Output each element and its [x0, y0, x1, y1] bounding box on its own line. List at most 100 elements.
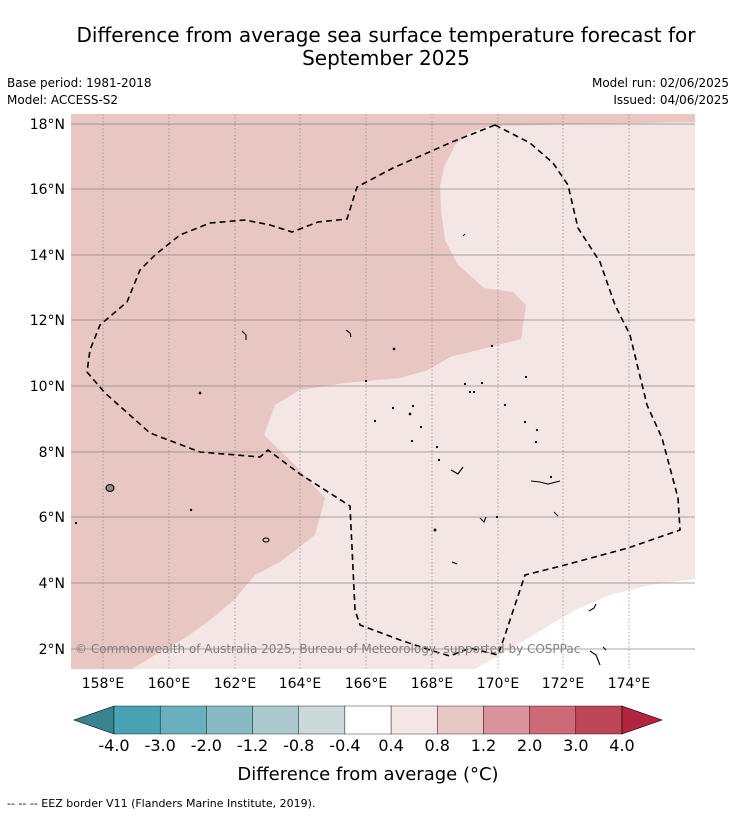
colorbar-tick-label: 1.2 [471, 736, 496, 755]
island [105, 483, 115, 493]
island [463, 382, 467, 386]
island [437, 458, 441, 462]
island [410, 439, 414, 443]
colorbar-tick-label: -1.2 [237, 736, 268, 755]
colorbar-segment [206, 705, 253, 735]
island [373, 419, 377, 423]
model-run: Model run: 02/06/2025 [591, 76, 729, 90]
island [553, 511, 559, 517]
colorbar-tick-label: -0.4 [329, 736, 360, 755]
island-coastlines [74, 233, 607, 666]
island [392, 347, 396, 351]
island [364, 379, 368, 383]
island [589, 650, 601, 666]
colorbar-tick-label: 4.0 [609, 736, 634, 755]
island [530, 480, 561, 485]
longitude-label: 172°E [542, 676, 585, 692]
title-line-1: Difference from average sea surface temp… [76, 23, 696, 47]
island [262, 537, 270, 543]
colorbar-segment [575, 705, 623, 735]
colorbar-segment [344, 705, 392, 735]
island [345, 329, 352, 338]
longitude-label: 162°E [214, 676, 257, 692]
latitude-label: 12°N [30, 313, 65, 329]
island [411, 404, 415, 408]
island [198, 391, 202, 395]
anomaly-band-1-2-to-2-0 [71, 114, 695, 669]
map-gridlines [71, 114, 695, 669]
island [419, 425, 423, 429]
longitude-label: 168°E [411, 676, 454, 692]
island [189, 508, 193, 512]
colorbar-tick-label: 0.8 [425, 736, 450, 755]
colorbar: -4.0 -3.0 -2.0 -1.2 -0.8 -0.4 0.4 0.8 1.2 2.0 3.0 4… [73, 705, 663, 755]
colorbar-segment [159, 705, 207, 735]
colorbar-segment [298, 705, 346, 735]
latitude-label: 2°N [39, 642, 65, 658]
copyright-credit: © Commonwealth of Australia 2025, Bureau… [75, 642, 580, 656]
island [524, 375, 528, 379]
eez-border [86, 124, 681, 657]
latitude-label: 18°N [30, 117, 65, 133]
title-line-2: September 2025 [302, 46, 470, 70]
longitude-label: 164°E [279, 676, 322, 692]
island [495, 515, 499, 519]
island [549, 475, 553, 479]
eez-legend-note: -- -- -- EEZ border V11 (Flanders Marine… [7, 797, 316, 810]
latitude-label: 4°N [39, 576, 65, 592]
colorbar-segment [113, 705, 161, 735]
colorbar-under-arrow [73, 705, 115, 735]
map-plot-area: © Commonwealth of Australia 2025, Bureau… [71, 114, 695, 669]
island [468, 390, 472, 394]
longitude-labels: 158°E 160°E 162°E 164°E 166°E 168°E 170°E 172°E… [82, 676, 651, 692]
latitude-label: 6°N [39, 510, 65, 526]
island [74, 521, 78, 525]
latitude-label: 8°N [39, 445, 65, 461]
colorbar-segment [390, 705, 438, 735]
latitude-labels: 18°N 16°N 14°N 12°N 10°N 8°N 6°N 4°N 2°N [30, 117, 65, 658]
colorbar-segment [529, 705, 577, 735]
longitude-label: 174°E [608, 676, 651, 692]
island [451, 561, 458, 565]
island [523, 420, 527, 424]
island [534, 440, 538, 444]
colorbar-label: Difference from average (°C) [237, 764, 498, 785]
latitude-label: 10°N [30, 379, 65, 395]
latitude-label: 14°N [30, 248, 65, 264]
island [408, 412, 412, 416]
longitude-label: 166°E [345, 676, 388, 692]
colorbar-tick-label: 3.0 [563, 736, 588, 755]
colorbar-tick-label: -0.8 [283, 736, 314, 755]
island [391, 406, 395, 410]
colorbar-over-arrow [621, 705, 663, 735]
island [588, 603, 597, 612]
model-name: Model: ACCESS-S2 [7, 93, 119, 107]
island [435, 445, 439, 449]
colorbar-tick-label: -2.0 [191, 736, 222, 755]
island [450, 466, 464, 475]
island [433, 528, 437, 532]
issued-date: Issued: 04/06/2025 [613, 93, 729, 107]
island [479, 516, 487, 523]
colorbar-tick-label: -3.0 [145, 736, 176, 755]
longitude-label: 170°E [477, 676, 520, 692]
island [480, 381, 484, 385]
latitude-label: 16°N [30, 182, 65, 198]
island [241, 330, 247, 340]
anomaly-band-near-zero [475, 579, 695, 669]
island [535, 428, 539, 432]
base-period: Base period: 1981-2018 [7, 76, 152, 90]
longitude-label: 160°E [148, 676, 191, 692]
island [462, 233, 466, 237]
island [472, 390, 476, 394]
colorbar-tick-label: 0.4 [378, 736, 403, 755]
colorbar-tick-label: 2.0 [517, 736, 542, 755]
colorbar-segment [437, 705, 484, 735]
longitude-label: 158°E [82, 676, 125, 692]
island [503, 403, 507, 407]
colorbar-segment [252, 705, 299, 735]
colorbar-tick-label: -4.0 [98, 736, 129, 755]
island [602, 646, 607, 651]
island [490, 344, 494, 348]
